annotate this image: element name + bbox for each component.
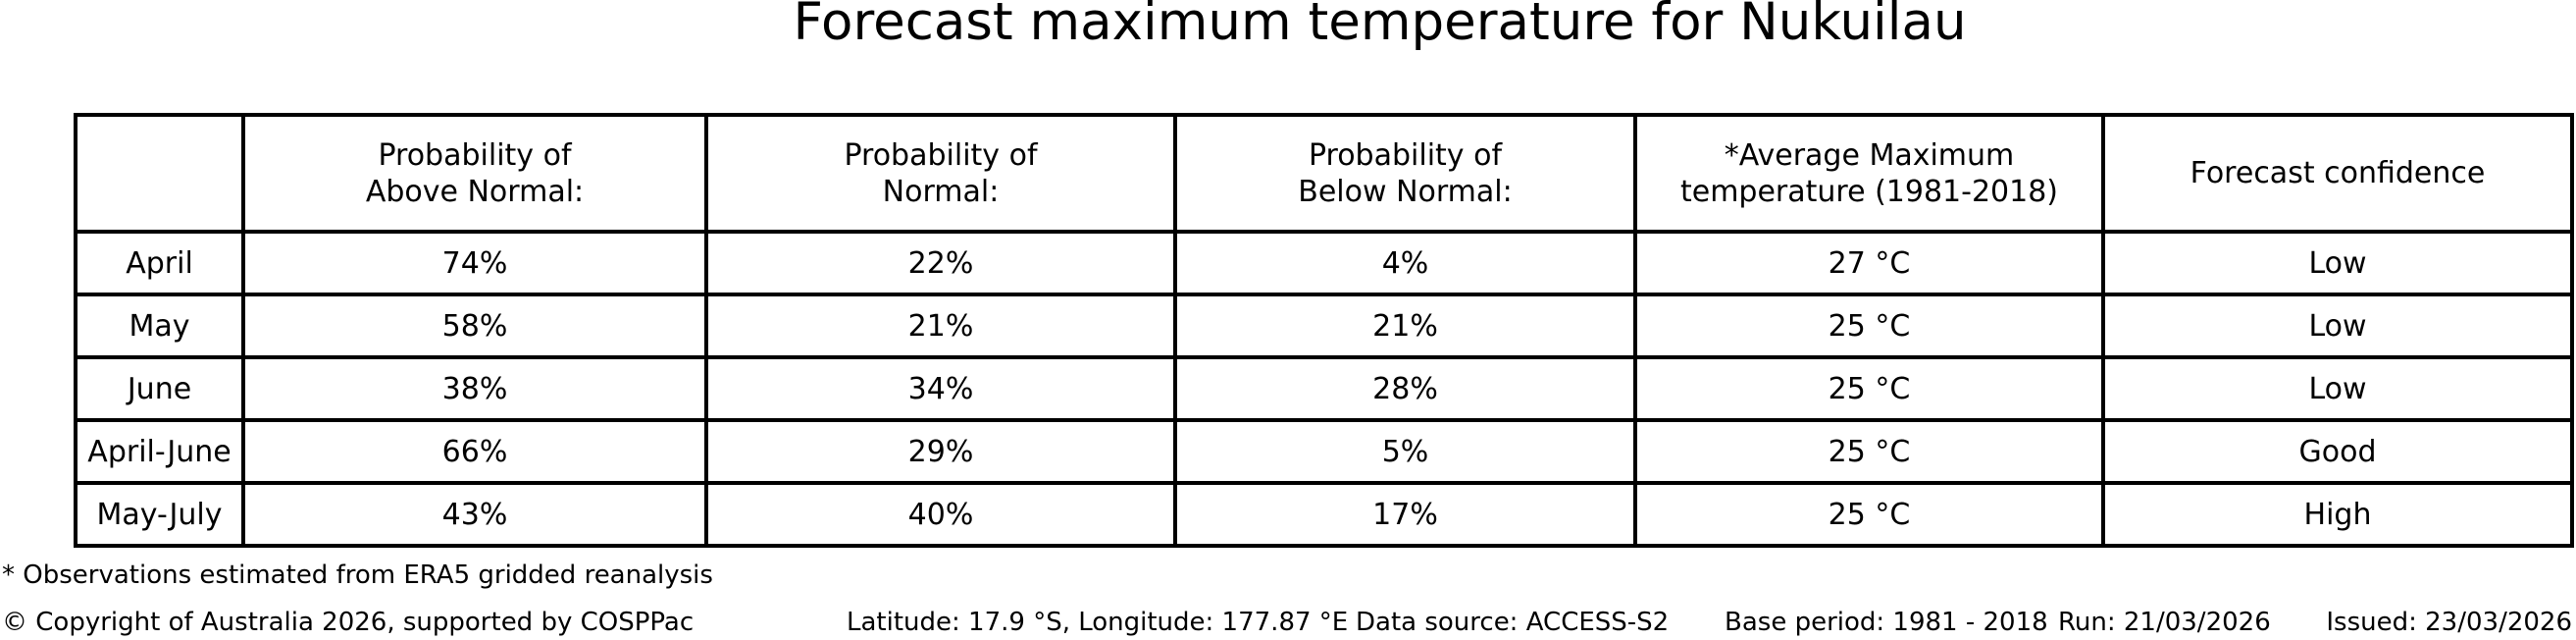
- cell-avg-max-temp: 25 °C: [1633, 293, 2105, 359]
- forecast-table: Probability of Above Normal: Probability…: [74, 113, 2574, 548]
- data-source-text: Data source: ACCESS-S2: [1356, 608, 1670, 637]
- column-header-below-normal: Probability of Below Normal:: [1173, 113, 1637, 234]
- header-line: *Average Maximum: [1724, 137, 2015, 173]
- location-text: Latitude: 17.9 °S, Longitude: 177.87 °E: [847, 608, 1349, 637]
- table-row: April-June 66% 29% 5% 25 °C Good: [74, 418, 2574, 485]
- table-row: April 74% 22% 4% 27 °C Low: [74, 230, 2574, 296]
- cell-below-normal: 17%: [1173, 481, 1637, 548]
- cell-period: May-July: [74, 481, 245, 548]
- cell-below-normal: 21%: [1173, 293, 1637, 359]
- cell-confidence: High: [2101, 481, 2574, 548]
- header-line: Below Normal:: [1298, 174, 1513, 209]
- cell-below-normal: 5%: [1173, 418, 1637, 485]
- header-line: Above Normal:: [365, 174, 585, 209]
- cell-confidence: Low: [2101, 355, 2574, 422]
- cell-above-normal: 38%: [241, 355, 708, 422]
- cell-confidence: Low: [2101, 293, 2574, 359]
- cell-avg-max-temp: 25 °C: [1633, 418, 2105, 485]
- cell-period: April-June: [74, 418, 245, 485]
- cell-below-normal: 28%: [1173, 355, 1637, 422]
- cell-avg-max-temp: 25 °C: [1633, 481, 2105, 548]
- run-date-text: Run: 21/03/2026: [2058, 608, 2271, 637]
- corner-cell: [74, 113, 245, 234]
- cell-above-normal: 58%: [241, 293, 708, 359]
- table-row: May-July 43% 40% 17% 25 °C High: [74, 481, 2574, 548]
- cell-confidence: Low: [2101, 230, 2574, 296]
- cell-confidence: Good: [2101, 418, 2574, 485]
- cell-above-normal: 66%: [241, 418, 708, 485]
- header-line: Probability of: [844, 137, 1038, 173]
- header-line: Forecast confidence: [2190, 156, 2486, 190]
- table-row: May 58% 21% 21% 25 °C Low: [74, 293, 2574, 359]
- cell-below-normal: 4%: [1173, 230, 1637, 296]
- cell-period: May: [74, 293, 245, 359]
- page-title: Forecast maximum temperature for Nukuila…: [793, 0, 1967, 52]
- header-line: Probability of: [378, 137, 572, 173]
- column-header-normal: Probability of Normal:: [704, 113, 1177, 234]
- copyright-text: © Copyright of Australia 2026, supported…: [2, 608, 695, 637]
- header-line: temperature (1981-2018): [1679, 174, 2059, 209]
- column-header-avg-max-temp: *Average Maximum temperature (1981-2018): [1633, 113, 2105, 234]
- header-line: Probability of: [1308, 137, 1503, 173]
- cell-normal: 22%: [704, 230, 1177, 296]
- footnote: * Observations estimated from ERA5 gridd…: [2, 560, 713, 590]
- cell-normal: 21%: [704, 293, 1177, 359]
- cell-avg-max-temp: 27 °C: [1633, 230, 2105, 296]
- cell-above-normal: 43%: [241, 481, 708, 548]
- header-row: Probability of Above Normal: Probability…: [74, 113, 2574, 234]
- cell-normal: 40%: [704, 481, 1177, 548]
- table-row: June 38% 34% 28% 25 °C Low: [74, 355, 2574, 422]
- issued-date-text: Issued: 23/03/2026: [2326, 608, 2572, 637]
- cell-avg-max-temp: 25 °C: [1633, 355, 2105, 422]
- column-header-above-normal: Probability of Above Normal:: [241, 113, 708, 234]
- cell-period: June: [74, 355, 245, 422]
- cell-normal: 29%: [704, 418, 1177, 485]
- header-line: Normal:: [882, 174, 1000, 209]
- cell-above-normal: 74%: [241, 230, 708, 296]
- cell-period: April: [74, 230, 245, 296]
- cell-normal: 34%: [704, 355, 1177, 422]
- base-period-text: Base period: 1981 - 2018: [1725, 608, 2048, 637]
- column-header-forecast-confidence: Forecast confidence: [2101, 113, 2574, 234]
